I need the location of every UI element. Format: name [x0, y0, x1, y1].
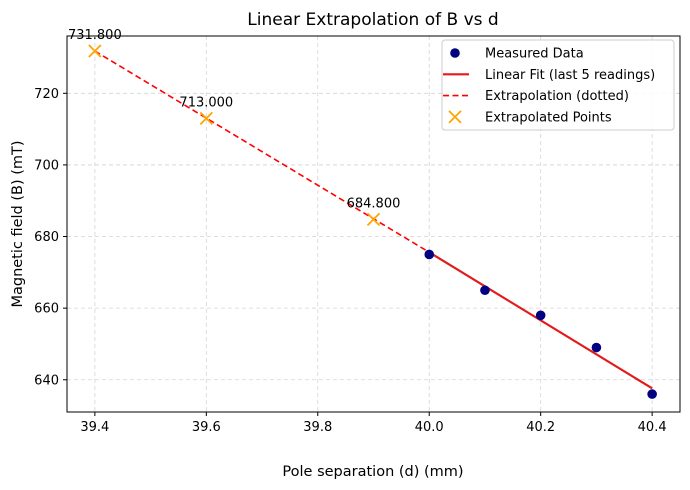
legend-label: Linear Fit (last 5 readings)	[485, 68, 655, 83]
x-tick-label: 39.4	[80, 420, 109, 435]
measured-point	[424, 249, 435, 260]
extrapolated-point	[88, 44, 102, 58]
chart-title: Linear Extrapolation of B vs d	[247, 10, 498, 30]
y-tick-label: 720	[34, 87, 59, 102]
legend-label: Extrapolated Points	[485, 110, 612, 125]
x-axis-title: Pole separation (d) (mm)	[282, 464, 463, 480]
plot-frame	[66, 35, 681, 413]
legend-marker-x	[448, 110, 462, 124]
measured-point	[591, 342, 602, 353]
y-tick-label: 680	[34, 230, 59, 245]
x-tick-label: 39.6	[192, 420, 221, 435]
measured-point	[535, 310, 546, 321]
extrapolated-point	[199, 111, 213, 125]
x-tick-label: 40.0	[415, 420, 444, 435]
x-tick-label: 40.4	[638, 420, 667, 435]
x-marker-stroke	[366, 212, 381, 226]
y-tick-label: 640	[34, 373, 59, 388]
legend-box	[441, 39, 675, 131]
point-annotation: 684.800	[347, 196, 401, 211]
y-tick-label: 700	[34, 158, 59, 173]
y-axis-title: Magnetic field (B) (mT)	[10, 140, 26, 307]
measured-point	[647, 389, 657, 399]
x-tick-label: 40.2	[526, 420, 555, 435]
y-axis-ticks: 640 660 680 700 720	[34, 87, 67, 388]
extrapolation-line	[94, 50, 430, 253]
x-marker-stroke	[88, 44, 102, 58]
measured-point	[480, 285, 490, 296]
x-tick-label: 39.8	[303, 420, 332, 435]
legend-marker-measured	[450, 48, 460, 58]
y-tick-label: 660	[34, 302, 59, 317]
point-annotation: 713.000	[179, 95, 233, 110]
legend-label: Extrapolation (dotted)	[485, 89, 629, 104]
x-axis-ticks: 39.4 39.6 39.8 40.0 40.2 40.4	[80, 412, 667, 435]
extrapolated-point	[366, 212, 381, 226]
x-marker-stroke	[199, 111, 213, 125]
legend-label: Measured Data	[485, 47, 584, 62]
legend: Measured Data Linear Fit (last 5 readings…	[441, 39, 675, 131]
linear-fit-line	[428, 251, 653, 390]
